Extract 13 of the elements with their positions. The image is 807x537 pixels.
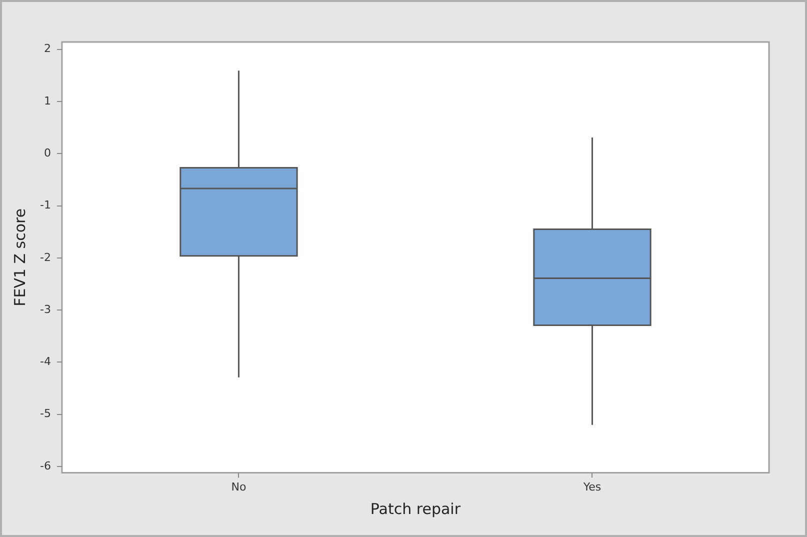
y-tick-label: -2 [40,250,51,264]
y-tick-label: 1 [44,94,51,108]
y-tick-label: -6 [40,459,51,472]
y-tick-label: -1 [40,198,51,212]
x-axis-title: Patch repair [370,500,462,518]
y-tick-label: 0 [44,146,51,160]
x-tick-label: Yes [582,480,602,494]
y-tick-label: -3 [40,302,51,316]
y-tick-label: -5 [40,407,51,420]
y-tick-label: 2 [44,42,51,56]
x-tick-label: No [231,480,246,494]
y-axis-title: FEV1 Z score [10,208,29,306]
y-tick-label: -4 [40,355,51,368]
